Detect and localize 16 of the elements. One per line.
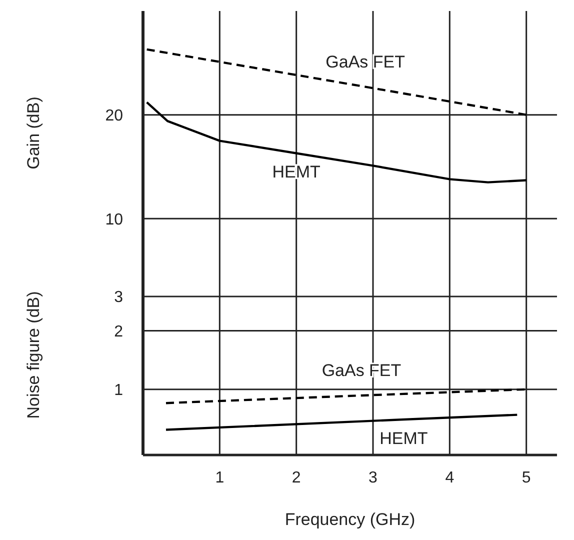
line-series [146, 101, 528, 184]
x-tick-label: 4 [445, 469, 454, 486]
y-axis-title: Gain (dB) [24, 96, 44, 170]
x-tick-label: 1 [215, 469, 224, 486]
x-tick-label: 2 [292, 469, 301, 486]
x-axis-title: Frequency (GHz) [284, 510, 416, 529]
y-tick-label: 20 [105, 108, 124, 125]
y-axis-title: Noise figure (dB) [24, 291, 44, 419]
y-tick-label: 10 [105, 211, 124, 228]
series-label: GaAs FET [326, 52, 406, 72]
y-tick-label: 1 [114, 382, 124, 400]
x-tick-label: 3 [368, 469, 378, 486]
y-tick-label: 2 [114, 323, 124, 340]
series-label: HEMT [380, 428, 428, 448]
y-tick-label: 3 [114, 289, 124, 306]
x-tick-label: 5 [522, 469, 531, 486]
